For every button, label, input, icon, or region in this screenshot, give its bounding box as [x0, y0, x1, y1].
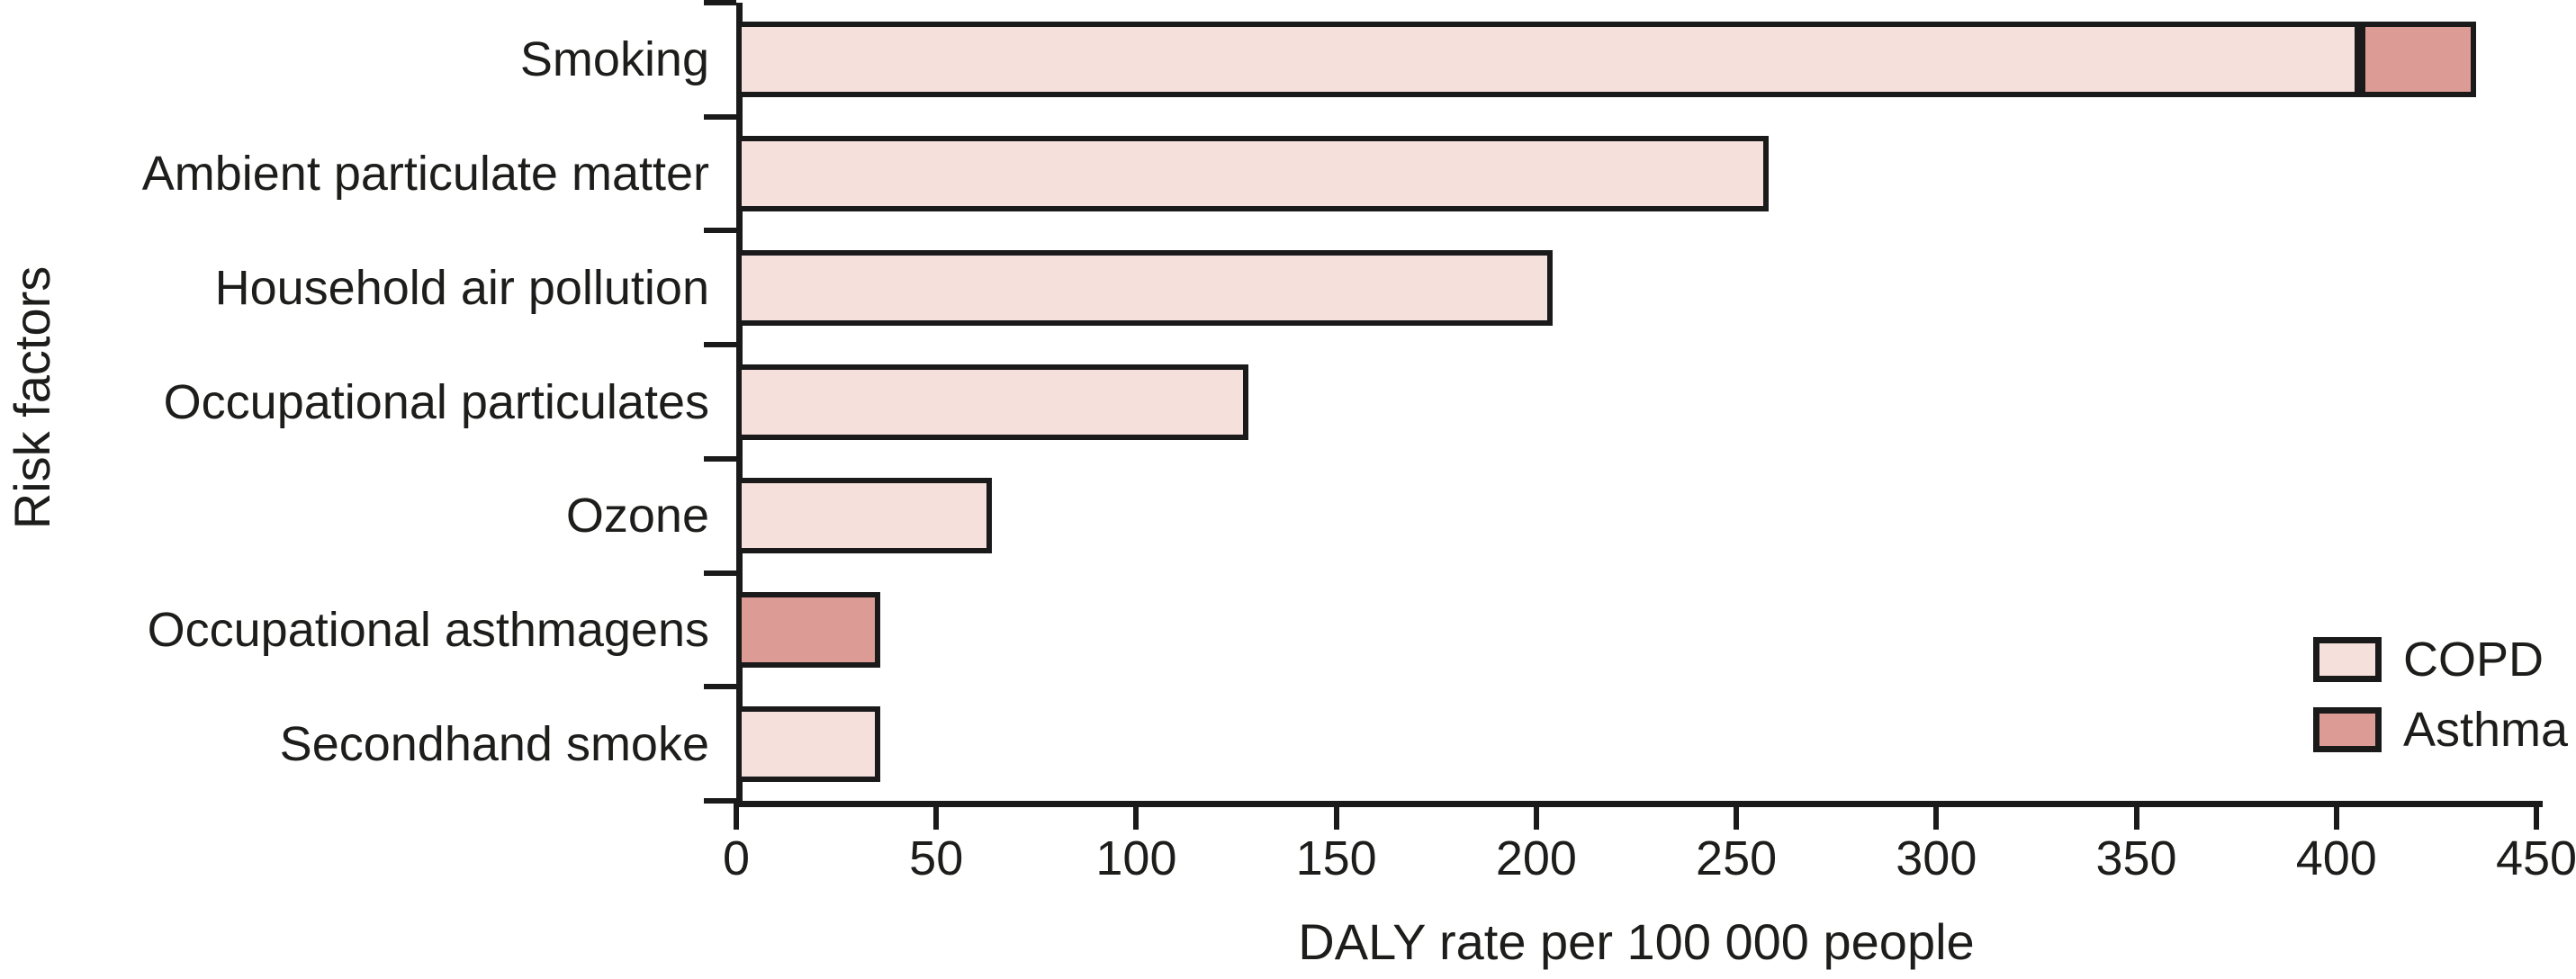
bar-segment-copd — [736, 136, 1769, 212]
bar-segment-copd — [736, 478, 993, 554]
x-axis-tick-label: 350 — [2095, 831, 2177, 885]
y-axis-tick — [704, 570, 736, 576]
x-axis-tick-label: 0 — [722, 831, 751, 885]
x-axis-tick-label: 100 — [1095, 831, 1177, 885]
category-label: Smoking — [519, 32, 709, 87]
x-axis-tick — [2133, 801, 2139, 830]
bar-segment-copd — [736, 249, 1553, 326]
y-axis-tick — [704, 455, 736, 462]
x-axis-tick-label: 150 — [1295, 831, 1377, 885]
x-axis-tick — [734, 801, 739, 830]
y-axis-tick — [704, 684, 736, 690]
bar-segment-asthma — [2360, 22, 2477, 98]
legend-swatch-copd — [2313, 637, 2382, 682]
x-axis-title: DALY rate per 100 000 people — [1298, 913, 1975, 970]
legend-row: COPD — [2313, 633, 2568, 687]
category-label: Occupational asthmagens — [147, 602, 709, 657]
bar-segment-asthma — [736, 591, 880, 668]
x-axis-tick — [1533, 801, 1539, 830]
category-label: Occupational particulates — [163, 374, 709, 429]
legend-row: Asthma — [2313, 703, 2569, 757]
category-label: Secondhand smoke — [279, 716, 709, 771]
y-axis-tick — [704, 342, 736, 348]
y-axis-tick — [704, 113, 736, 120]
x-axis-tick-label: 50 — [909, 831, 964, 885]
legend-label: COPD — [2403, 633, 2544, 687]
bar-segment-copd — [736, 364, 1248, 440]
y-axis-tick — [704, 228, 736, 234]
x-axis-tick-label: 450 — [2495, 831, 2576, 885]
x-axis-tick — [2333, 801, 2339, 830]
y-axis-tick — [704, 798, 736, 804]
legend-swatch-asthma — [2313, 707, 2382, 752]
x-axis-tick-label: 300 — [1896, 831, 1977, 885]
x-axis-tick — [1333, 801, 1339, 830]
x-axis-tick-label: 400 — [2295, 831, 2377, 885]
category-label: Ambient particulate matter — [141, 147, 709, 202]
x-axis-tick — [1133, 801, 1139, 830]
legend: COPD Asthma — [2313, 633, 2569, 777]
x-axis-tick — [2534, 801, 2539, 830]
y-axis-tick — [704, 0, 736, 5]
x-axis-tick — [1933, 801, 1940, 830]
legend-label: Asthma — [2403, 703, 2569, 757]
x-axis-tick-label: 200 — [1495, 831, 1577, 885]
bar-segment-copd — [736, 22, 2361, 98]
x-axis-tick-label: 250 — [1696, 831, 1778, 885]
bar-segment-copd — [736, 705, 880, 782]
category-label: Ozone — [565, 489, 709, 543]
category-label: Household air pollution — [214, 260, 709, 315]
x-axis-tick — [933, 801, 940, 830]
x-axis-tick — [1734, 801, 1740, 830]
